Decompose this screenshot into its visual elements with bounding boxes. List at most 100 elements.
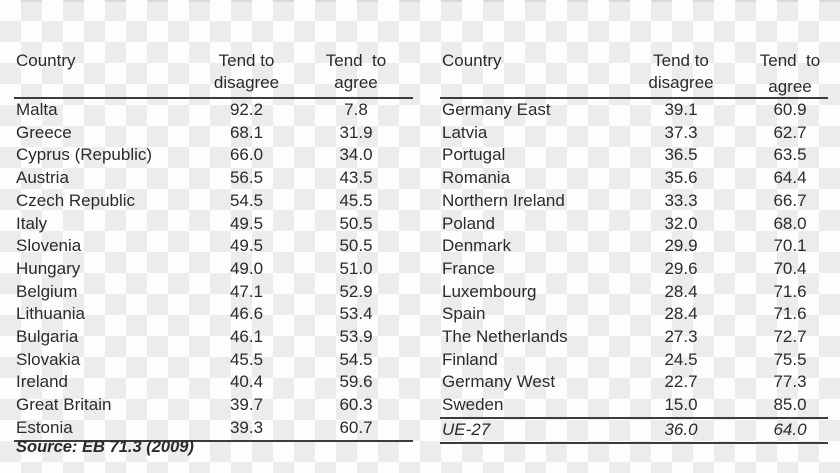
country-cell: Bulgaria	[16, 327, 79, 347]
col-header-country: Country	[14, 36, 194, 99]
tend-to-agree-cell: 77.3	[773, 372, 807, 392]
tend-to-agree-cell: 7.8	[344, 100, 368, 119]
table-left: Country Tend to disagree Tend to agree M…	[14, 36, 413, 442]
tend-to-agree-cell: 52.9	[339, 281, 373, 301]
table-row: Malta 92.2 7.8	[14, 98, 413, 122]
tend-to-agree-cell: 62.7	[773, 122, 807, 142]
country-cell: Slovenia	[16, 236, 82, 256]
header-line1: Tend to	[325, 51, 387, 70]
col-header-tend-to-agree: Tend to agree	[737, 36, 828, 99]
tend-to-disagree-cell: 29.6	[664, 258, 698, 278]
tend-to-disagree-cell: 66.0	[229, 145, 264, 165]
tend-to-agree-cell: 31.9	[339, 122, 373, 142]
tend-to-disagree-cell: 39.7	[229, 395, 264, 415]
tend-to-agree-cell: 59.6	[339, 372, 373, 392]
header-line2: disagree	[648, 73, 714, 92]
tend-to-agree-cell: 50.5	[339, 236, 373, 256]
header-row: Country Tend to disagree Tend to agree	[440, 36, 828, 99]
country-cell: Belgium	[16, 281, 78, 301]
header-line1: Tend to	[759, 51, 821, 70]
tend-to-disagree-cell: 54.5	[229, 190, 264, 210]
tend-to-agree-cell: 71.6	[773, 304, 807, 324]
tend-to-disagree-cell: 35.6	[664, 168, 698, 188]
tend-to-disagree-cell: 68.1	[229, 122, 264, 142]
table-row: Ireland 40.4 59.6	[14, 371, 413, 394]
country-cell: Slovakia	[16, 349, 81, 369]
tend-to-disagree-cell: 29.9	[664, 236, 698, 256]
right-table-footer: UE-27 36.0 64.0	[440, 416, 828, 443]
tend-to-agree-cell: 64.4	[773, 168, 807, 188]
table-row: Belgium 47.1 52.9	[14, 281, 413, 304]
table-row: Great Britain 39.7 60.3	[14, 394, 413, 417]
country-cell: Luxembourg	[442, 281, 537, 301]
tend-to-agree-cell: 53.4	[339, 304, 373, 324]
table-row: Greece 68.1 31.9	[14, 122, 413, 145]
tend-to-disagree-cell: 49.5	[229, 213, 264, 233]
col-header-country: Country	[440, 36, 625, 99]
tend-to-disagree-cell: 28.4	[664, 304, 698, 324]
tend-to-agree-cell: 64.0	[737, 416, 828, 443]
tend-to-disagree-cell: 15.0	[664, 395, 698, 415]
source-note: Source: EB 71.3 (2009)	[16, 438, 194, 456]
tend-to-disagree-cell: 32.0	[664, 213, 698, 233]
header-line1: Tend to	[218, 51, 275, 70]
table-row: Estonia 39.3 60.7	[14, 417, 413, 441]
tend-to-agree-cell: 60.3	[339, 395, 373, 415]
tend-to-disagree-cell: 56.5	[229, 168, 264, 188]
table-row: Slovakia 45.5 54.5	[14, 349, 413, 372]
table-row: Italy 49.5 50.5	[14, 213, 413, 236]
table-row: Bulgaria 46.1 53.9	[14, 326, 413, 349]
tend-to-disagree-cell: 33.3	[664, 190, 698, 210]
col-header-tend-to-disagree: Tend to disagree	[194, 36, 299, 99]
country-cell: Germany West	[442, 372, 556, 392]
table-row: Czech Republic 54.5 45.5	[14, 190, 413, 213]
table-row: Latvia 37.3 62.7	[440, 122, 828, 145]
country-cell: Lithuania	[16, 304, 86, 324]
tend-to-agree-cell: 70.1	[773, 236, 807, 256]
table-row: Germany West 22.7 77.3	[440, 371, 828, 394]
header-line1: Tend to	[653, 51, 709, 70]
country-cell: The Netherlands	[442, 327, 568, 347]
tend-to-agree-cell: 34.0	[339, 145, 373, 165]
country-cell: Malta	[16, 100, 58, 119]
table-right: Country Tend to disagree Tend to agree G…	[440, 36, 828, 444]
tend-to-agree-cell: 54.5	[339, 349, 373, 369]
table-row: Poland 32.0 68.0	[440, 213, 828, 236]
tend-to-disagree-cell: 36.5	[664, 145, 698, 165]
tend-to-agree-cell: 50.5	[339, 213, 373, 233]
table-row: France 29.6 70.4	[440, 258, 828, 281]
country-cell: Italy	[16, 213, 48, 233]
right-table-body: Germany East 39.1 60.9 Latvia 37.3 62.7 Portug…	[440, 98, 828, 418]
header-line2: agree	[768, 77, 812, 96]
table-row: Lithuania 46.6 53.4	[14, 303, 413, 326]
table-row: Sweden 15.0 85.0	[440, 394, 828, 418]
table-row: Finland 24.5 75.5	[440, 349, 828, 372]
col-header-tend-to-agree: Tend to agree	[299, 36, 413, 99]
table-row: Hungary 49.0 51.0	[14, 258, 413, 281]
tend-to-disagree-cell: 92.2	[229, 100, 264, 119]
table-row: Cyprus (Republic) 66.0 34.0	[14, 144, 413, 167]
tend-to-agree-cell: 51.0	[339, 258, 373, 278]
tend-to-disagree-cell: 46.1	[229, 327, 264, 347]
country-cell: Greece	[16, 122, 72, 142]
tend-to-disagree-cell: 37.3	[664, 122, 698, 142]
tend-to-disagree-cell: 46.6	[229, 304, 264, 324]
country-cell: Estonia	[16, 417, 73, 437]
country-cell: Spain	[442, 304, 486, 324]
tend-to-agree-cell: 72.7	[773, 327, 807, 347]
tend-to-agree-cell: 60.7	[339, 417, 373, 437]
header-line2: agree	[334, 73, 378, 92]
tend-to-agree-cell: 53.9	[339, 327, 373, 347]
table-row: UE-27 36.0 64.0	[440, 416, 828, 443]
tend-to-disagree-cell: 27.3	[664, 327, 698, 347]
country-cell: Romania	[442, 168, 511, 188]
tend-to-agree-cell: 85.0	[773, 395, 807, 415]
tend-to-disagree-cell: 28.4	[664, 281, 698, 301]
tend-to-disagree-cell: 47.1	[229, 281, 264, 301]
country-cell: France	[442, 258, 495, 278]
tend-to-disagree-cell: 49.5	[229, 236, 264, 256]
table-row: Luxembourg 28.4 71.6	[440, 281, 828, 304]
tend-to-agree-cell: 43.5	[339, 168, 373, 188]
country-cell: Ireland	[16, 372, 68, 392]
